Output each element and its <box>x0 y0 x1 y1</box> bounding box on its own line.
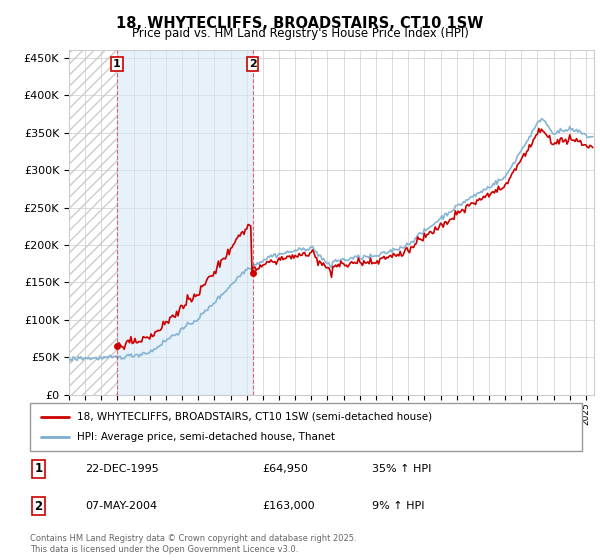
Text: Price paid vs. HM Land Registry's House Price Index (HPI): Price paid vs. HM Land Registry's House … <box>131 27 469 40</box>
Text: 1: 1 <box>34 463 43 475</box>
Text: HPI: Average price, semi-detached house, Thanet: HPI: Average price, semi-detached house,… <box>77 432 335 442</box>
Text: 35% ↑ HPI: 35% ↑ HPI <box>372 464 431 474</box>
Text: £64,950: £64,950 <box>262 464 308 474</box>
Text: 22-DEC-1995: 22-DEC-1995 <box>85 464 159 474</box>
Text: 18, WHYTECLIFFS, BROADSTAIRS, CT10 1SW (semi-detached house): 18, WHYTECLIFFS, BROADSTAIRS, CT10 1SW (… <box>77 412 432 422</box>
Text: 2: 2 <box>34 500 43 512</box>
Text: 2: 2 <box>249 59 257 69</box>
FancyBboxPatch shape <box>30 403 582 451</box>
Text: 9% ↑ HPI: 9% ↑ HPI <box>372 501 425 511</box>
Bar <box>117 50 253 395</box>
Text: Contains HM Land Registry data © Crown copyright and database right 2025.
This d: Contains HM Land Registry data © Crown c… <box>30 534 356 554</box>
Text: 07-MAY-2004: 07-MAY-2004 <box>85 501 157 511</box>
Text: 18, WHYTECLIFFS, BROADSTAIRS, CT10 1SW: 18, WHYTECLIFFS, BROADSTAIRS, CT10 1SW <box>116 16 484 31</box>
Text: £163,000: £163,000 <box>262 501 314 511</box>
Text: 1: 1 <box>113 59 121 69</box>
